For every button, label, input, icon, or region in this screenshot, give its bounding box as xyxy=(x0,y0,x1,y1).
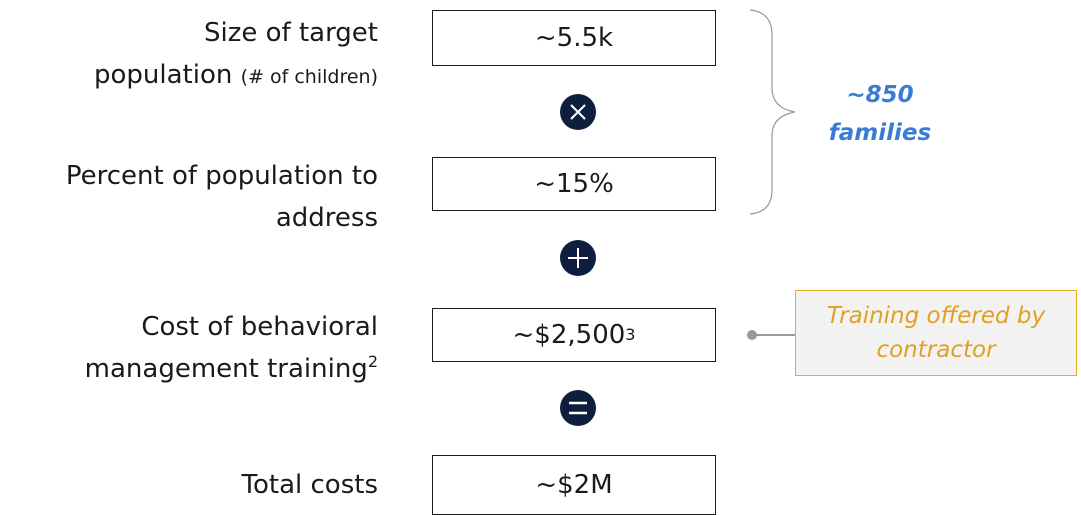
plus-sign xyxy=(568,248,588,268)
row-label: Size of target population (# of children… xyxy=(94,12,378,98)
label-line-text: management training xyxy=(84,354,368,384)
connector-dot xyxy=(747,330,757,340)
row-label: Total costs xyxy=(242,464,378,506)
footnote-mark: 2 xyxy=(367,352,378,371)
annotation-line: ~850 xyxy=(846,82,914,108)
equals-icon xyxy=(560,390,596,426)
value: ~5.5k xyxy=(534,23,614,53)
brace xyxy=(749,9,796,215)
brace-annotation: ~850 families xyxy=(800,76,960,152)
row-label: Percent of population to address xyxy=(66,155,378,239)
value-box: ~15% xyxy=(432,157,716,211)
label-line: Size of target xyxy=(203,18,378,48)
operators xyxy=(560,94,596,426)
value-box: ~5.5k xyxy=(432,10,716,66)
annotation-line: families xyxy=(828,120,932,146)
label-line: address xyxy=(275,203,378,233)
callout: Training offered by contractor xyxy=(795,290,1077,376)
times-sign xyxy=(570,104,586,120)
label-line: management training2 xyxy=(85,348,378,390)
value: ~$2,500 xyxy=(512,320,626,350)
value: ~$2M xyxy=(535,470,613,500)
value-box: ~$2,500 3 xyxy=(432,308,716,362)
value-box: ~$2M xyxy=(432,455,716,515)
value: ~15% xyxy=(534,169,614,199)
equals-sign xyxy=(569,401,587,415)
callout-line: contractor xyxy=(876,337,996,363)
label-line-text: population xyxy=(94,60,233,90)
label-line: population (# of children) xyxy=(94,54,378,98)
label-line: Cost of behavioral xyxy=(141,312,378,342)
callout-line: Training offered by xyxy=(826,303,1046,329)
label-note: (# of children) xyxy=(240,66,378,88)
label-line: Total costs xyxy=(241,470,378,500)
label-line: Percent of population to xyxy=(65,161,378,191)
row-label: Cost of behavioral management training2 xyxy=(85,306,378,390)
